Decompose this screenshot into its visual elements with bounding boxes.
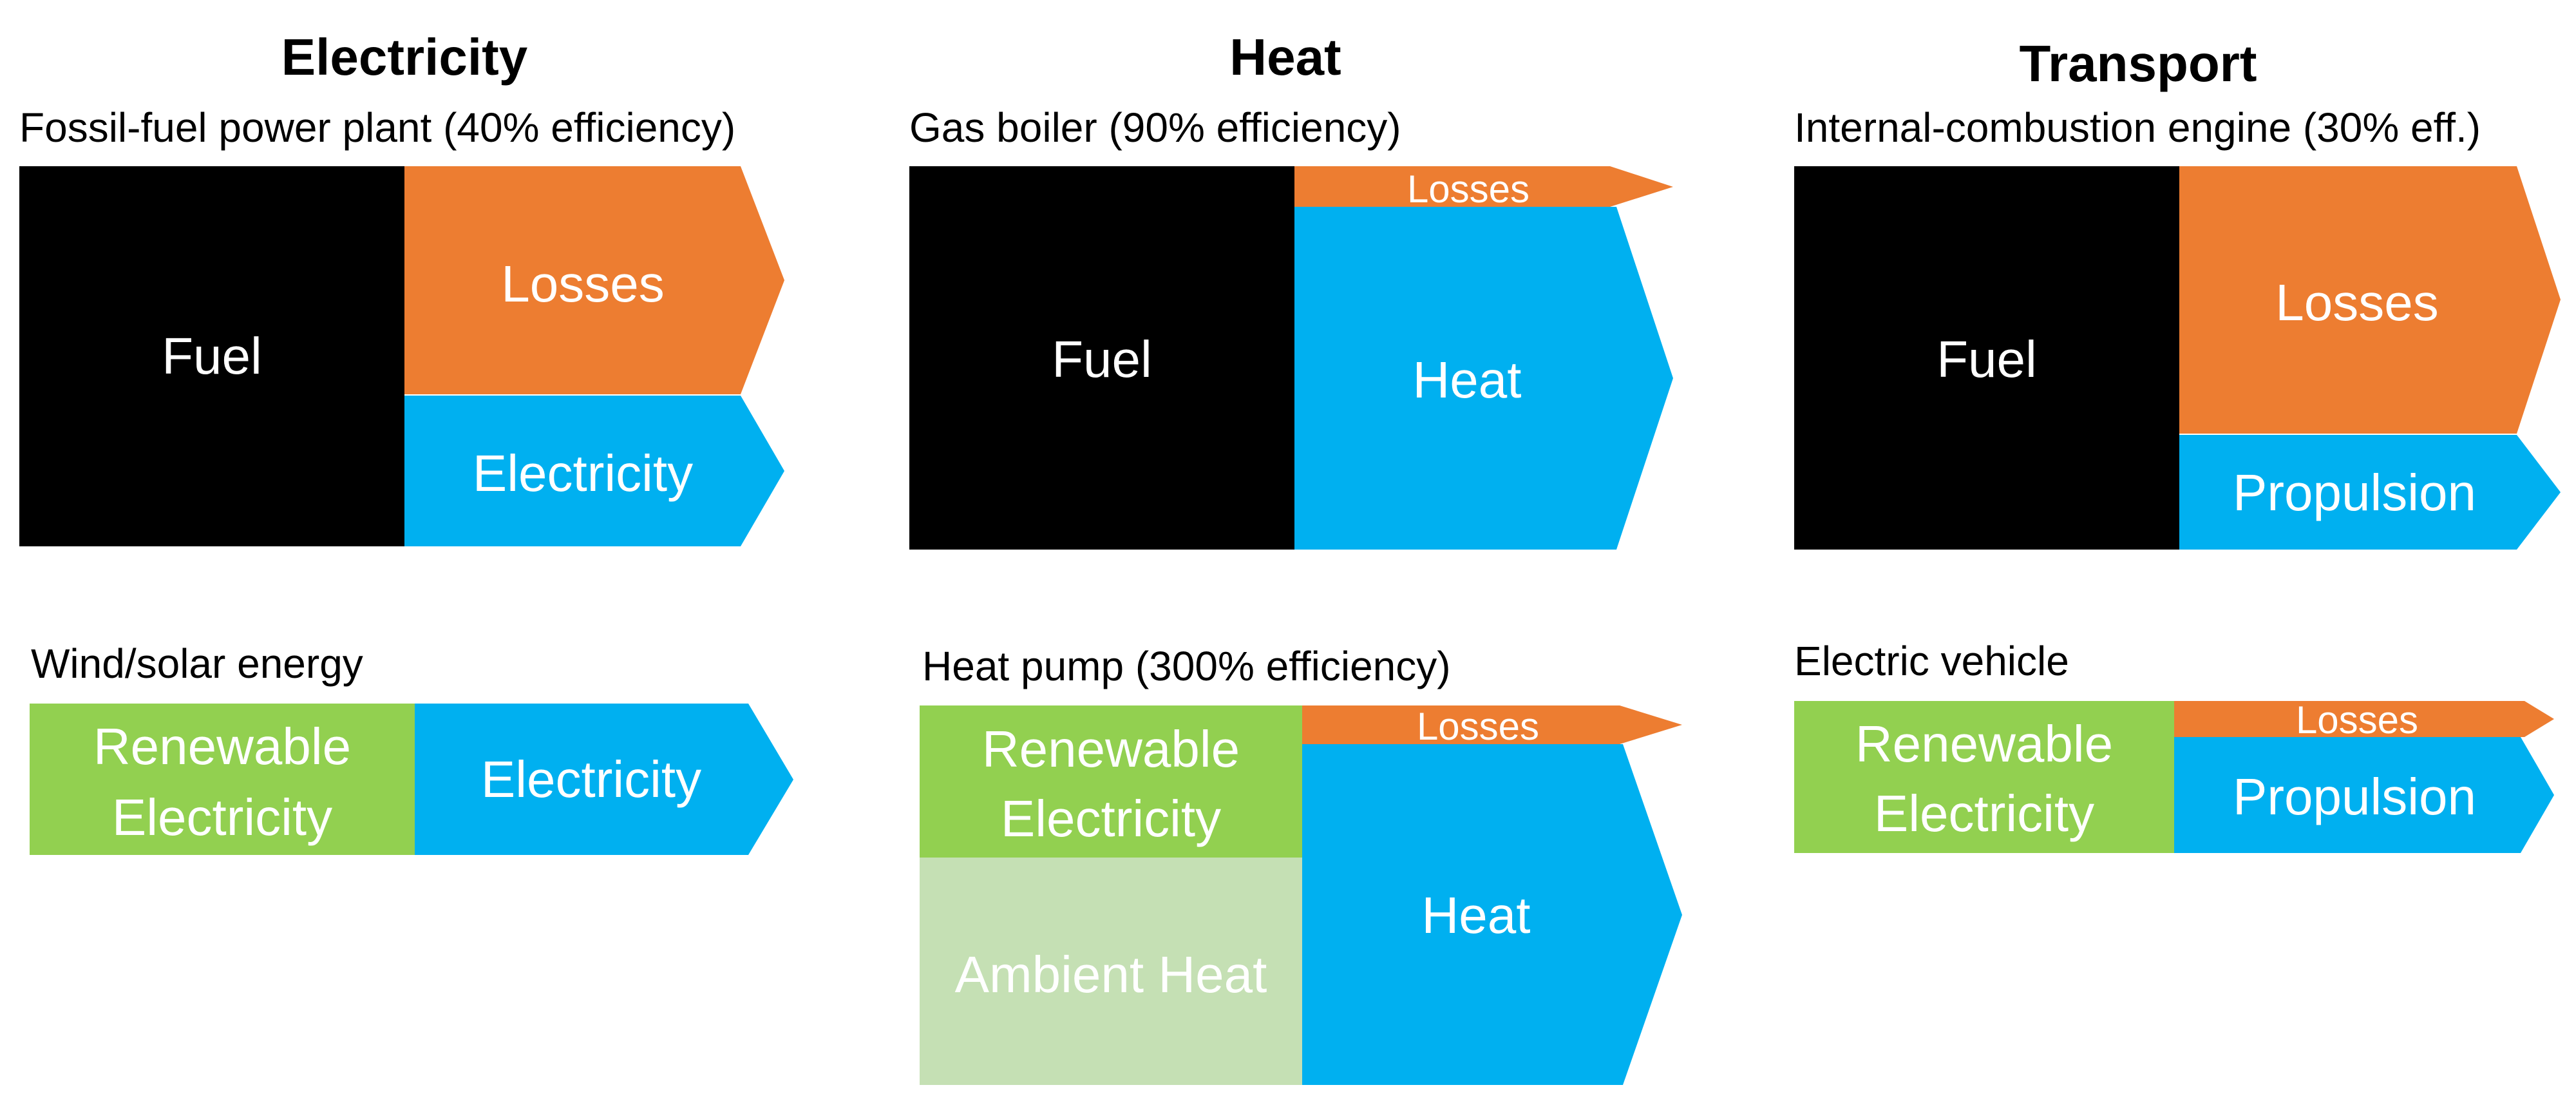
ice-fuel-label: Fuel	[1937, 331, 2037, 388]
heat-pump-renewable-block	[920, 705, 1302, 858]
heat-pump-heat-label: Heat	[1422, 887, 1531, 944]
gas-boiler-losses-arrow	[1294, 166, 1673, 207]
gas-boiler-fuel-label: Fuel	[1052, 331, 1152, 388]
transport-column: Transport Internal-combustion engine (30…	[1794, 35, 2561, 853]
power-plant-title: Fossil-fuel power plant (40% efficiency)	[19, 104, 735, 151]
ev-title: Electric vehicle	[1794, 638, 2069, 684]
gas-boiler-heat-label: Heat	[1413, 351, 1522, 408]
power-plant-losses-label: Losses	[501, 255, 664, 312]
gas-boiler-heat-arrow	[1294, 207, 1673, 550]
ev-losses-arrow	[2174, 701, 2554, 737]
ev-losses-label: Losses	[2296, 698, 2418, 742]
ice-losses-label: Losses	[2275, 274, 2438, 331]
ev-propulsion-label: Propulsion	[2233, 768, 2476, 825]
heat-pump-losses-arrow	[1302, 705, 1682, 744]
heat-pump-renewable-label-line1: Renewable	[982, 720, 1240, 778]
power-plant-losses-arrow	[404, 166, 784, 394]
heat-pump-title: Heat pump (300% efficiency)	[922, 643, 1451, 689]
ice-losses-arrow	[2179, 166, 2561, 434]
ev-propulsion-arrow	[2174, 737, 2554, 853]
gas-boiler-title: Gas boiler (90% efficiency)	[909, 104, 1401, 151]
power-plant-fuel-block	[19, 166, 404, 546]
gas-boiler-fuel-block	[909, 166, 1294, 550]
wind-solar-electricity-arrow	[415, 704, 793, 855]
ev-renewable-block	[1794, 701, 2174, 853]
wind-solar-renewable-label-line2: Electricity	[112, 789, 332, 846]
ev-renewable-label-line1: Renewable	[1855, 715, 2113, 772]
heat-pump-ambient-label: Ambient Heat	[955, 946, 1267, 1003]
gas-boiler-losses-label: Losses	[1407, 168, 1530, 211]
heat-pump-losses-label: Losses	[1417, 705, 1539, 748]
heat-header: Heat	[1229, 28, 1341, 86]
electricity-header: Electricity	[281, 28, 528, 86]
wind-solar-electricity-label: Electricity	[481, 751, 701, 808]
power-plant-electricity-arrow	[404, 396, 784, 546]
electricity-column: Electricity Fossil-fuel power plant (40%…	[19, 28, 793, 855]
wind-solar-renewable-label-line1: Renewable	[93, 718, 351, 775]
heat-column: Heat Gas boiler (90% efficiency) Fuel Lo…	[909, 28, 1682, 1085]
ice-propulsion-label: Propulsion	[2233, 464, 2476, 521]
heat-pump-heat-arrow	[1302, 744, 1682, 1085]
ice-title: Internal-combustion engine (30% eff.)	[1794, 104, 2481, 151]
heat-pump-ambient-block	[920, 858, 1302, 1085]
heat-pump-renewable-label-line2: Electricity	[1001, 790, 1221, 847]
power-plant-fuel-label: Fuel	[162, 327, 262, 385]
ice-propulsion-arrow	[2179, 435, 2561, 550]
wind-solar-title: Wind/solar energy	[31, 640, 363, 687]
wind-solar-renewable-block	[30, 704, 415, 855]
transport-header: Transport	[2020, 35, 2257, 92]
ice-fuel-block	[1794, 166, 2179, 550]
ev-renewable-label-line2: Electricity	[1874, 785, 2094, 842]
power-plant-electricity-label: Electricity	[473, 445, 693, 502]
